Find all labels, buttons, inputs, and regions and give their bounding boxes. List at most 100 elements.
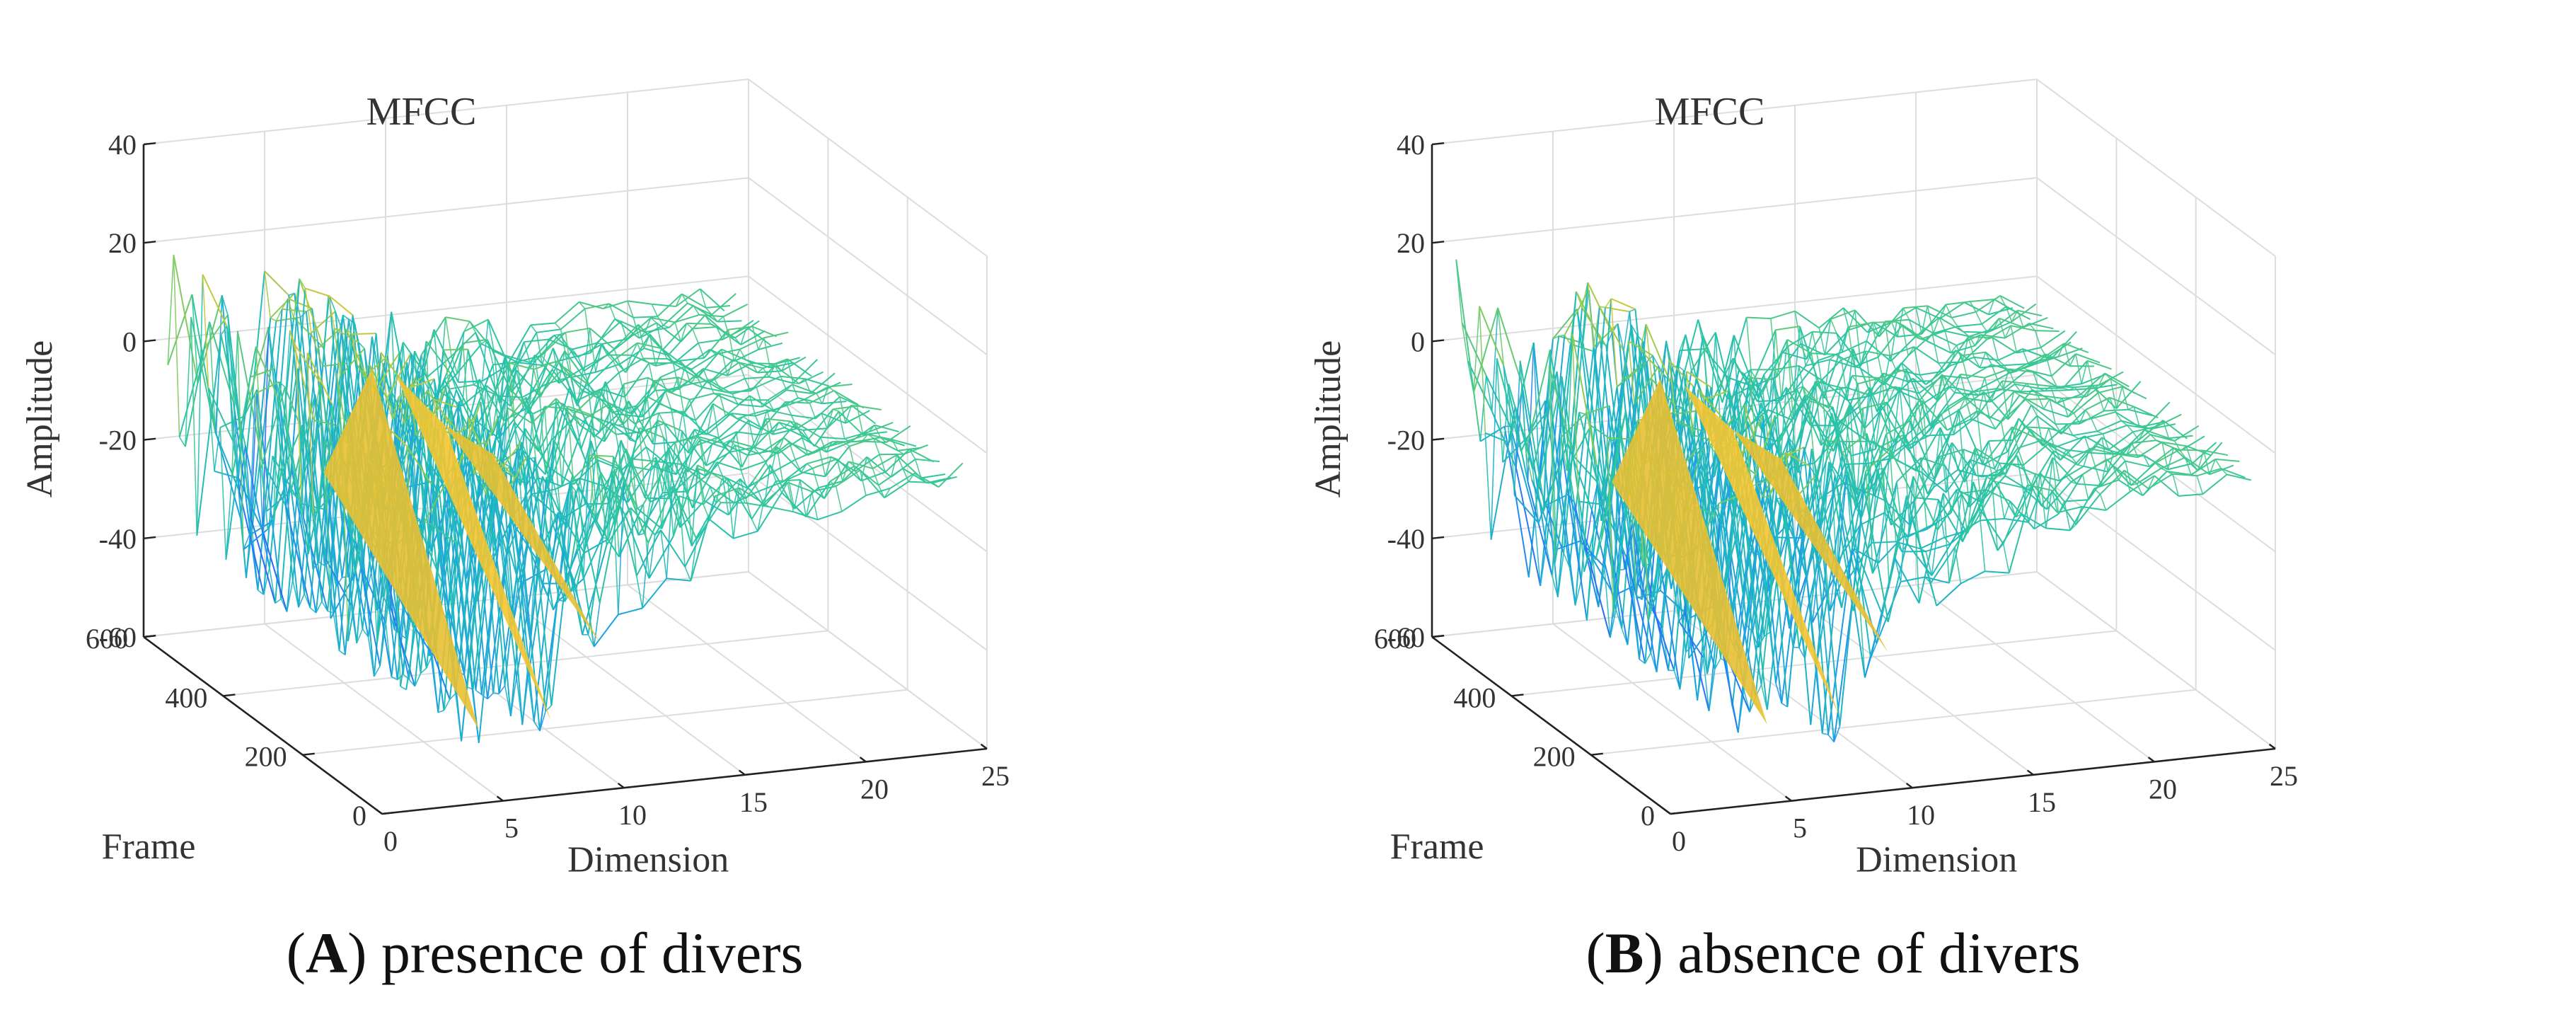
surface-mesh-line	[1876, 581, 1902, 644]
surface-mesh-line	[785, 401, 792, 416]
surface-mesh-line	[2024, 426, 2031, 430]
surface-mesh-line	[2156, 439, 2163, 443]
surface-mesh-line	[1808, 401, 1815, 464]
surface-mesh-line	[1938, 499, 1945, 538]
surface-mesh-line	[2093, 479, 2119, 490]
surface-mesh-line	[2143, 455, 2150, 467]
surface-mesh-line	[1931, 350, 1956, 381]
surface-mesh-line	[1794, 498, 1820, 587]
surface-mesh-line	[792, 359, 819, 384]
surface-mesh-line	[757, 367, 764, 374]
surface-mesh-line	[758, 481, 783, 493]
surface-mesh-line	[1829, 354, 1837, 360]
surface-mesh-line	[866, 456, 874, 469]
surface-mesh-line	[1798, 365, 1824, 382]
y-tick-label: 0	[352, 800, 366, 832]
x-tick	[1784, 795, 1792, 802]
surface-mesh-line	[702, 386, 727, 393]
surface-mesh-line	[250, 518, 277, 604]
y-axis-line	[143, 636, 383, 815]
z-tick	[1431, 536, 1445, 539]
surface-mesh-line	[1750, 329, 1777, 386]
surface-mesh-line	[1947, 391, 1973, 408]
surface-mesh-line	[1874, 386, 1900, 450]
surface-mesh-line	[779, 398, 804, 409]
surface-mesh-line	[2005, 306, 2013, 322]
surface-mesh-line	[485, 362, 511, 411]
surface-mesh-line	[521, 442, 547, 711]
surface-mesh-line	[571, 455, 596, 481]
x-tick	[859, 757, 867, 763]
surface-mesh-line	[528, 347, 554, 414]
surface-mesh-line	[328, 294, 354, 316]
surface-mesh-line	[1927, 305, 1953, 318]
surface-mesh-line	[783, 437, 790, 444]
surface-mesh-line	[752, 481, 759, 492]
surface-mesh-line	[1900, 391, 1925, 403]
surface-mesh-line	[566, 440, 592, 529]
surface-mesh-line	[1560, 413, 1586, 438]
surface-mesh-line	[379, 623, 387, 667]
surface-mesh-line	[1822, 386, 1847, 393]
surface-mesh-line	[1573, 502, 1600, 608]
surface-mesh-line	[358, 342, 365, 350]
surface-mesh-line	[1490, 358, 1498, 540]
surface-mesh-line	[1936, 355, 1963, 401]
surface-mesh-line	[1618, 427, 1626, 450]
surface-mesh-line	[1802, 386, 1828, 413]
z-tick-label: 40	[1397, 129, 1425, 161]
surface-mesh-line	[691, 465, 698, 546]
surface-mesh-line	[1532, 468, 1540, 524]
surface-mesh-line	[1930, 546, 1956, 584]
surface-mesh-line	[1947, 406, 1955, 435]
z-tick	[143, 634, 156, 638]
surface-mesh-line	[524, 338, 549, 343]
x-tick-label: 25	[2270, 760, 2298, 792]
surface-mesh-line	[1875, 405, 1882, 449]
x-axis-label: Dimension	[1856, 840, 2017, 880]
surface-mesh-line	[657, 420, 664, 438]
surface-mesh-line	[254, 393, 262, 469]
surface-mesh-line	[1773, 379, 1781, 442]
surface-mesh-line	[603, 300, 628, 310]
surface-mesh-line	[2051, 490, 2077, 525]
surface-mesh-line	[1827, 548, 1854, 735]
grid-line	[2036, 177, 2276, 356]
surface-mesh-line	[248, 519, 275, 536]
surface-mesh-line	[1542, 366, 1550, 512]
surface-mesh-line	[1978, 377, 1986, 396]
surface-mesh-line	[1858, 468, 1884, 596]
surface-mesh-line	[716, 461, 741, 471]
surface-mesh-line	[1931, 534, 1957, 576]
surface-mesh-line	[1846, 474, 1853, 549]
surface-mesh-line	[576, 388, 601, 402]
surface-mesh-line	[2115, 381, 2142, 409]
surface-mesh-line	[2014, 384, 2021, 392]
surface-mesh-line	[614, 318, 621, 322]
surface-mesh-line	[406, 446, 432, 485]
surface-mesh-line	[1503, 365, 1529, 482]
surface-mesh-line	[908, 449, 916, 460]
surface-mesh-line	[715, 478, 722, 504]
surface-mesh-line	[780, 358, 788, 372]
surface-mesh-line	[1796, 386, 1803, 390]
surface-mesh-line	[693, 437, 700, 447]
surface-mesh-line	[758, 342, 783, 350]
surface-mesh-line	[655, 457, 663, 529]
surface-mesh-line	[2033, 371, 2058, 389]
surface-mesh-line	[1847, 348, 1854, 401]
surface-mesh-line	[272, 455, 298, 498]
surface-mesh-line	[526, 455, 553, 706]
surface-mesh-line	[282, 308, 307, 313]
surface-mesh-line	[1574, 580, 1582, 606]
surface-mesh-line	[472, 473, 498, 690]
surface-mesh-line	[2030, 428, 2055, 449]
surface-mesh-line	[1772, 389, 1798, 423]
surface-mesh-line	[1870, 386, 1895, 396]
surface-mesh-line	[1810, 381, 1817, 426]
surface-mesh-line	[623, 384, 630, 440]
surface-mesh-line	[565, 327, 590, 333]
surface-mesh-line	[1796, 389, 1823, 446]
surface-mesh-line	[703, 367, 728, 376]
surface-mesh-line	[731, 413, 756, 417]
